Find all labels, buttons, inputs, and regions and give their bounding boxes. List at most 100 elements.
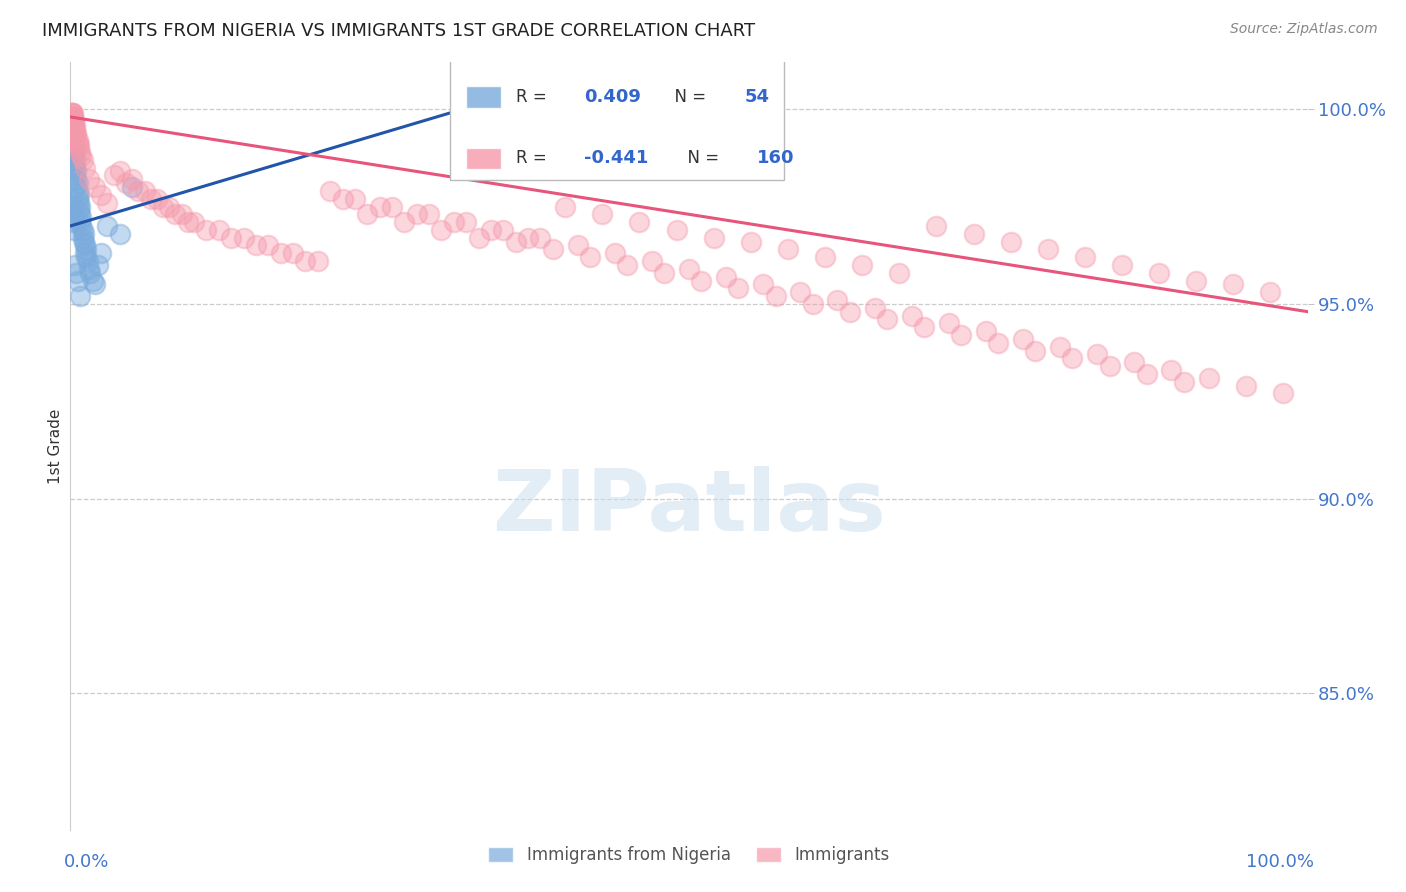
Point bbox=[69, 289, 91, 303]
Point bbox=[69, 207, 91, 221]
Point bbox=[665, 223, 688, 237]
Point bbox=[66, 137, 89, 152]
Point bbox=[60, 113, 83, 128]
Point bbox=[381, 200, 404, 214]
Point bbox=[541, 243, 564, 257]
Text: 160: 160 bbox=[756, 149, 794, 168]
Point bbox=[294, 254, 316, 268]
Point bbox=[1098, 359, 1121, 374]
Point bbox=[827, 293, 849, 307]
Point bbox=[652, 266, 675, 280]
Point bbox=[876, 312, 898, 326]
Point bbox=[67, 141, 90, 155]
Point bbox=[776, 243, 799, 257]
Point bbox=[157, 200, 180, 214]
Point bbox=[529, 230, 551, 244]
Point bbox=[65, 153, 87, 167]
Text: N =: N = bbox=[676, 149, 724, 168]
Point bbox=[900, 309, 922, 323]
Point bbox=[63, 118, 86, 132]
Point bbox=[75, 238, 97, 252]
Text: Source: ZipAtlas.com: Source: ZipAtlas.com bbox=[1230, 22, 1378, 37]
Point bbox=[69, 145, 91, 159]
Point bbox=[63, 157, 86, 171]
Point bbox=[62, 113, 84, 128]
Point bbox=[60, 126, 83, 140]
Y-axis label: 1st Grade: 1st Grade bbox=[48, 409, 63, 483]
Point bbox=[60, 118, 83, 132]
Point bbox=[1160, 363, 1182, 377]
Point bbox=[75, 161, 97, 175]
Point bbox=[678, 261, 700, 276]
Point bbox=[90, 187, 112, 202]
Point bbox=[127, 184, 149, 198]
Point bbox=[146, 192, 169, 206]
Point bbox=[62, 110, 84, 124]
Point bbox=[72, 230, 94, 244]
Point bbox=[307, 254, 329, 268]
FancyBboxPatch shape bbox=[467, 87, 501, 108]
Point bbox=[851, 258, 873, 272]
Point bbox=[108, 227, 131, 241]
Point bbox=[65, 121, 87, 136]
Point bbox=[108, 164, 131, 178]
Point bbox=[950, 328, 973, 343]
Point bbox=[257, 238, 280, 252]
Point bbox=[1049, 340, 1071, 354]
Point bbox=[62, 207, 84, 221]
Point bbox=[554, 200, 576, 214]
Point bbox=[714, 269, 737, 284]
Point bbox=[405, 207, 427, 221]
Point bbox=[66, 133, 89, 147]
Point bbox=[517, 230, 540, 244]
Point bbox=[1198, 371, 1220, 385]
Point bbox=[430, 223, 453, 237]
Point bbox=[1123, 355, 1146, 369]
Point bbox=[139, 192, 162, 206]
Point bbox=[67, 203, 90, 218]
Point bbox=[65, 164, 87, 178]
Point bbox=[505, 235, 527, 249]
Point bbox=[84, 277, 107, 292]
Point bbox=[72, 153, 94, 167]
Point bbox=[62, 113, 84, 128]
Text: 54: 54 bbox=[745, 88, 769, 106]
Point bbox=[232, 230, 254, 244]
Point bbox=[60, 121, 83, 136]
Point bbox=[245, 238, 267, 252]
Point bbox=[170, 207, 193, 221]
Point bbox=[63, 133, 86, 147]
Text: 0.409: 0.409 bbox=[583, 88, 641, 106]
Point bbox=[740, 235, 762, 249]
Point bbox=[1024, 343, 1046, 358]
Point bbox=[62, 121, 84, 136]
Point bbox=[591, 207, 613, 221]
Point bbox=[70, 211, 93, 226]
Point bbox=[84, 180, 107, 194]
Point bbox=[60, 118, 83, 132]
Point bbox=[121, 180, 143, 194]
Point bbox=[974, 324, 997, 338]
Point bbox=[69, 200, 91, 214]
Point bbox=[60, 113, 83, 128]
Point bbox=[82, 273, 104, 287]
Point bbox=[60, 106, 83, 120]
Point bbox=[1260, 285, 1282, 300]
Point bbox=[62, 133, 84, 147]
Point bbox=[115, 176, 138, 190]
FancyBboxPatch shape bbox=[467, 147, 501, 169]
Point bbox=[60, 133, 83, 147]
Point bbox=[641, 254, 664, 268]
Point bbox=[1000, 235, 1022, 249]
Point bbox=[1147, 266, 1170, 280]
Text: R =: R = bbox=[516, 88, 551, 106]
Point bbox=[567, 238, 589, 252]
Point bbox=[77, 172, 100, 186]
Point bbox=[65, 172, 87, 186]
Point bbox=[690, 273, 713, 287]
Point bbox=[62, 106, 84, 120]
Point bbox=[63, 121, 86, 136]
Point bbox=[1136, 367, 1159, 381]
Point bbox=[73, 235, 96, 249]
Point bbox=[987, 335, 1010, 350]
